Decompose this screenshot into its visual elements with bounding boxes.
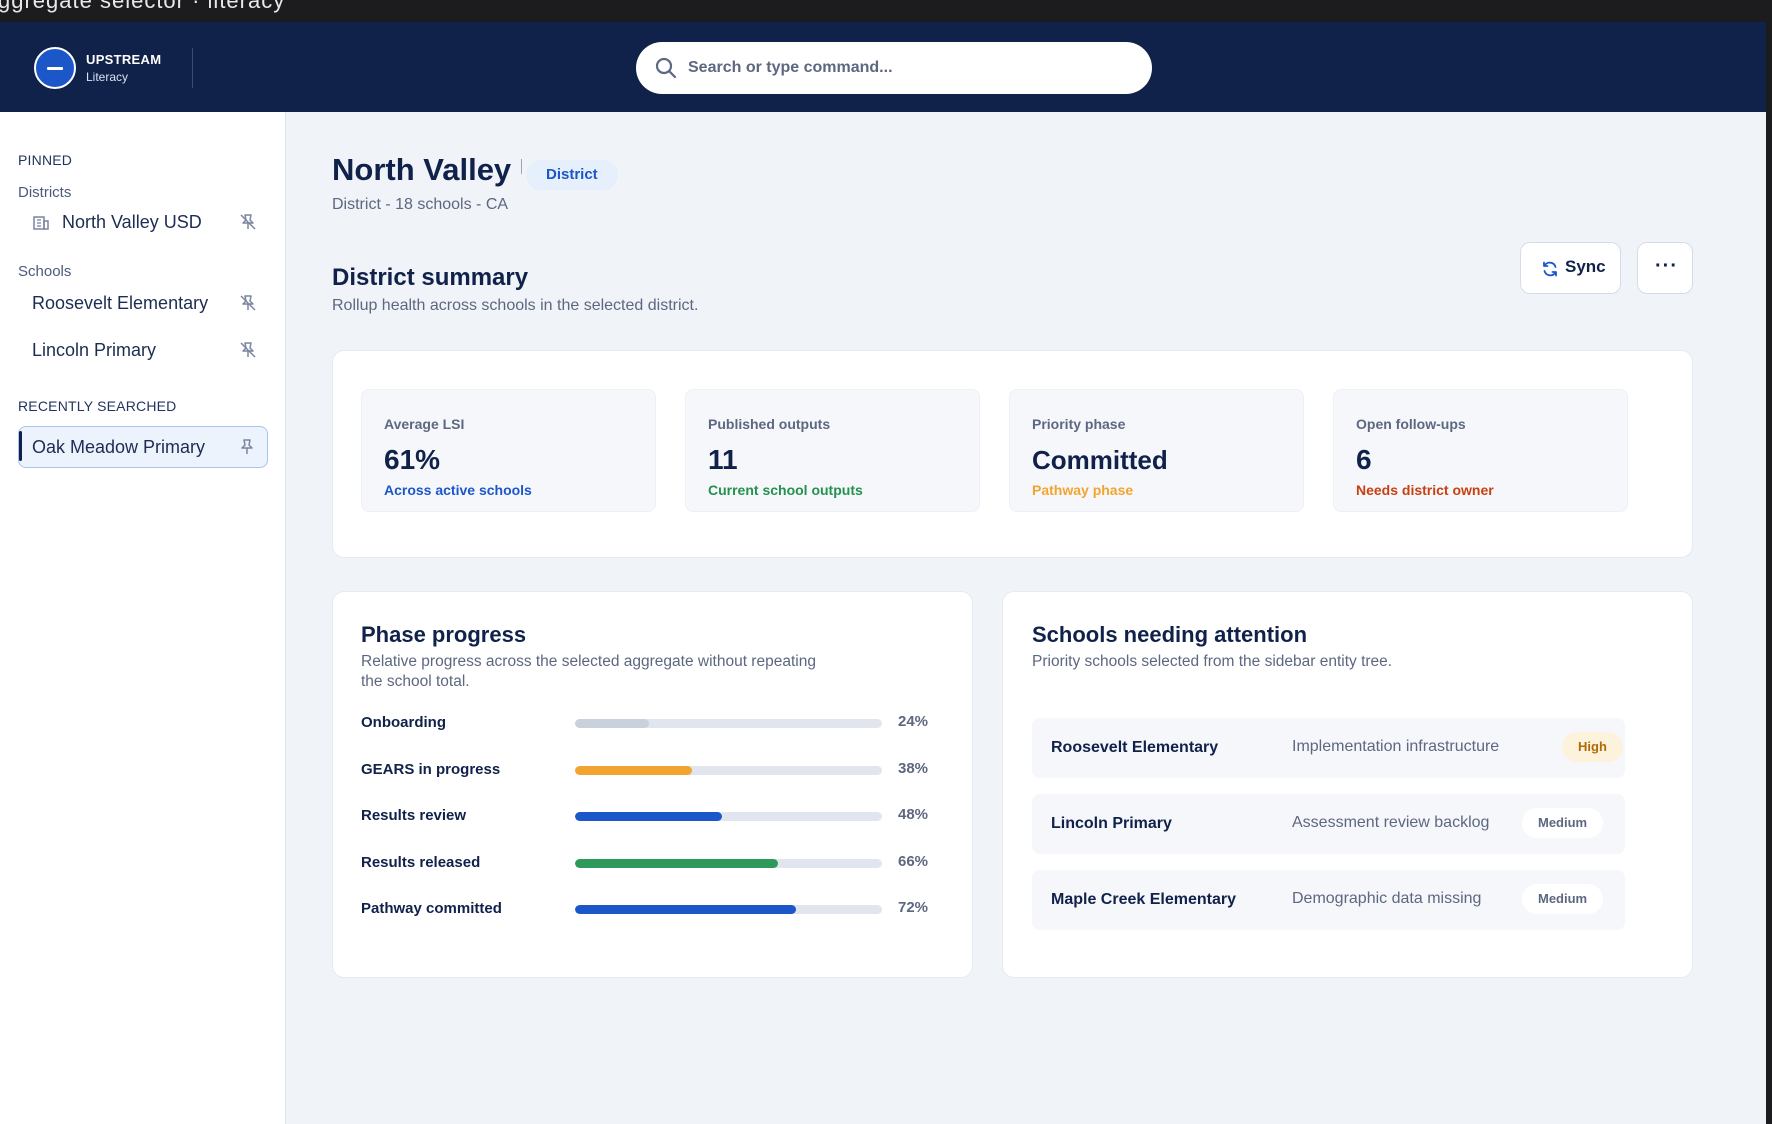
phase-percent: 38% <box>898 760 929 777</box>
page-subtitle: District - 18 schools - CA <box>332 196 509 213</box>
progress-track <box>575 859 882 868</box>
sidebar-item-lincoln-primary[interactable]: Lincoln Primary <box>18 330 268 370</box>
search-icon <box>655 57 677 79</box>
header-divider <box>192 48 193 88</box>
progress-track <box>575 719 882 728</box>
progress-fill <box>575 859 778 868</box>
unpin-icon[interactable] <box>238 293 258 313</box>
search-input[interactable] <box>688 52 1128 84</box>
building-icon <box>33 216 49 230</box>
metric-value: Committed <box>1032 445 1168 475</box>
logo-icon[interactable] <box>34 47 76 89</box>
severity-badge: Medium <box>1522 808 1604 838</box>
school-issue: Demographic data missing <box>1292 890 1482 907</box>
metric-value: 11 <box>708 444 738 475</box>
progress-fill <box>575 719 649 728</box>
school-name: Lincoln Primary <box>1051 815 1172 832</box>
window-top-strip: ggregate selector · literacy <box>0 0 1772 22</box>
metric-card-published-outputs: Published outputs 11 Current school outp… <box>685 389 980 512</box>
sidebar-item-label: Lincoln Primary <box>32 340 157 360</box>
active-indicator <box>19 431 22 461</box>
phase-label: Results released <box>361 854 481 871</box>
progress-fill <box>575 766 692 775</box>
metric-label: Priority phase <box>1032 416 1126 432</box>
pin-icon[interactable] <box>237 437 257 457</box>
search-bar[interactable] <box>636 42 1152 94</box>
metric-label: Average LSI <box>384 416 465 432</box>
entity-type-badge: District <box>526 160 618 190</box>
metric-value: 61% <box>384 444 441 475</box>
severity-badge: High <box>1562 732 1623 762</box>
phase-label: Pathway committed <box>361 900 502 917</box>
school-name: Maple Creek Elementary <box>1051 891 1236 908</box>
metric-value: 6 <box>1356 444 1372 475</box>
phase-progress-card <box>332 591 973 978</box>
phase-percent: 72% <box>898 899 929 916</box>
progress-track <box>575 766 882 775</box>
more-icon: ··· <box>1655 255 1678 277</box>
metric-note: Pathway phase <box>1032 482 1134 498</box>
metric-note: Across active schools <box>384 482 532 498</box>
brand-subtitle: Literacy <box>86 70 129 84</box>
metric-note: Current school outputs <box>708 482 863 498</box>
section-title: District summary <box>332 264 529 291</box>
phase-percent: 66% <box>898 853 929 870</box>
brand-title: UPSTREAM <box>86 52 162 67</box>
sidebar: PINNED Districts North Valley USD School… <box>0 112 286 1124</box>
metric-card-priority-phase: Priority phase Committed Pathway phase <box>1009 389 1304 512</box>
sync-button[interactable]: Sync <box>1520 242 1621 294</box>
section-subtitle: Rollup health across schools in the sele… <box>332 297 699 314</box>
attention-subtitle: Priority schools selected from the sideb… <box>1032 653 1393 670</box>
phase-label: Onboarding <box>361 714 446 731</box>
phase-progress-title: Phase progress <box>361 622 527 647</box>
app-header: UPSTREAM Literacy <box>0 22 1766 112</box>
unpin-icon[interactable] <box>238 212 258 232</box>
window-edge <box>1766 22 1772 1124</box>
attention-row[interactable]: Roosevelt Elementary Implementation infr… <box>1032 718 1625 778</box>
metric-card-open-follow-ups: Open follow-ups 6 Needs district owner <box>1333 389 1628 512</box>
refresh-icon <box>1543 261 1557 277</box>
sync-label: Sync <box>1565 257 1606 276</box>
severity-badge: Medium <box>1522 884 1604 914</box>
sidebar-item-label: Roosevelt Elementary <box>32 293 209 313</box>
metric-label: Published outputs <box>708 416 831 432</box>
clipped-title: ggregate selector · literacy <box>0 0 286 13</box>
metric-note: Needs district owner <box>1356 482 1494 498</box>
phase-percent: 24% <box>898 713 929 730</box>
sidebar-item-roosevelt-elementary[interactable]: Roosevelt Elementary <box>18 283 268 323</box>
metric-label: Open follow-ups <box>1356 416 1466 432</box>
recent-heading: RECENTLY SEARCHED <box>18 398 177 414</box>
progress-track <box>575 905 882 914</box>
districts-heading: Districts <box>18 184 72 201</box>
page-title: North Valley USD <box>332 152 522 187</box>
school-name: Roosevelt Elementary <box>1051 739 1219 756</box>
sidebar-item-label: North Valley USD <box>62 212 202 232</box>
phase-percent: 48% <box>898 806 929 823</box>
school-issue: Assessment review backlog <box>1292 814 1490 831</box>
metric-card-average-lsi: Average LSI 61% Across active schools <box>361 389 656 512</box>
attention-title: Schools needing attention <box>1032 622 1308 647</box>
more-options-button[interactable]: ··· <box>1637 242 1693 294</box>
sidebar-item-label: Oak Meadow Primary <box>32 437 206 457</box>
progress-fill <box>575 905 797 914</box>
sidebar-item-north-valley-usd[interactable]: North Valley USD <box>18 202 268 242</box>
progress-track <box>575 812 882 821</box>
schools-heading: Schools <box>18 263 72 280</box>
attention-row[interactable]: Maple Creek Elementary Demographic data … <box>1032 870 1625 930</box>
school-issue: Implementation infrastructure <box>1292 738 1500 755</box>
sidebar-item-oak-meadow-primary[interactable]: Oak Meadow Primary <box>18 426 268 468</box>
phase-label: Results review <box>361 807 467 824</box>
unpin-icon[interactable] <box>238 340 258 360</box>
progress-fill <box>575 812 723 821</box>
phase-label: GEARS in progress <box>361 761 501 778</box>
attention-row[interactable]: Lincoln Primary Assessment review backlo… <box>1032 794 1625 854</box>
pinned-heading: PINNED <box>18 152 73 168</box>
phase-progress-subtitle: Relative progress across the selected ag… <box>361 653 816 690</box>
